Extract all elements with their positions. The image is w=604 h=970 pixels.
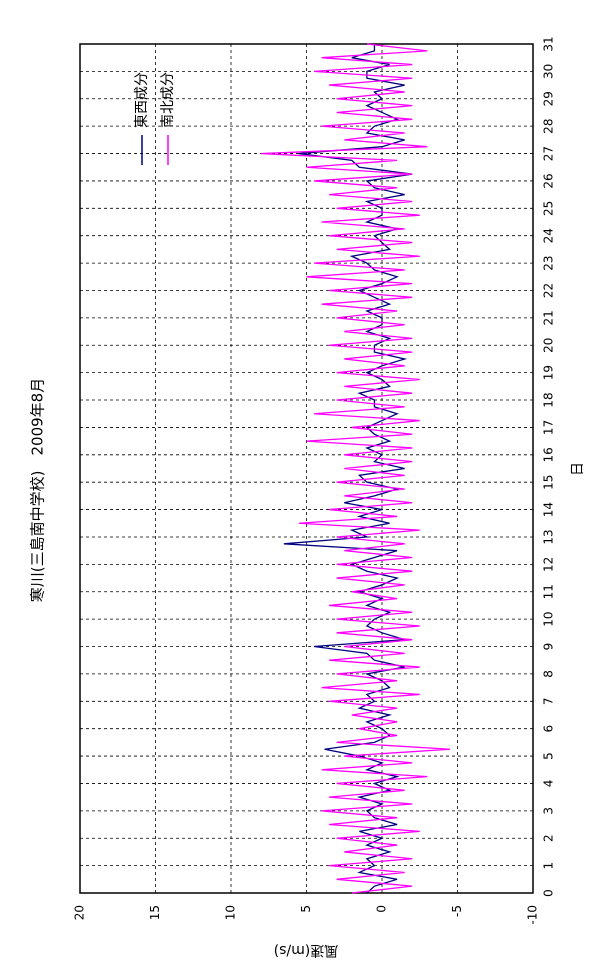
y-axis-label: 風速(m/s) [274,942,339,958]
x-axis-label: 日 [570,462,586,476]
y-tick-label: 5 [299,905,313,913]
x-tick-label: 7 [542,697,556,705]
x-tick-label: 19 [542,365,556,380]
x-tick-label: 9 [542,643,556,651]
x-tick-label: 15 [542,475,556,490]
x-tick-label: 21 [542,310,556,325]
x-tick-label: 4 [542,780,556,788]
x-tick-label: 1 [542,862,556,870]
x-tick-label: 8 [542,670,556,678]
x-tick-label: 18 [542,392,556,407]
x-tick-label: 13 [542,529,556,544]
y-tick-label: -10 [526,905,540,925]
legend-label: 南北成分 [160,72,176,128]
x-tick-label: 6 [542,725,556,733]
x-tick-label: 20 [542,338,556,353]
x-tick-label: 26 [542,173,556,188]
x-tick-label: 5 [542,752,556,760]
x-tick-label: 11 [542,584,556,599]
y-tick-label: 0 [375,905,389,913]
x-tick-label: 14 [542,502,556,517]
y-tick-label: 20 [73,905,87,920]
x-tick-label: 16 [542,447,556,462]
x-tick-label: 29 [542,91,556,106]
legend-label: 東西成分 [134,72,150,128]
x-tick-label: 10 [542,611,556,626]
x-tick-label: 25 [542,201,556,216]
x-tick-label: 27 [542,146,556,161]
x-tick-label: 12 [542,557,556,572]
x-tick-label: 2 [542,834,556,842]
y-tick-label: 10 [224,905,238,920]
x-tick-label: 0 [542,889,556,897]
chart-title: 寒川(三島南中学校) 2009年8月 [29,378,47,602]
x-tick-label: 30 [542,64,556,79]
x-tick-label: 22 [542,283,556,298]
y-tick-label: 15 [148,905,162,920]
x-tick-label: 31 [542,36,556,51]
x-tick-label: 3 [542,807,556,815]
x-tick-label: 24 [542,228,556,243]
y-tick-label: -5 [450,905,464,917]
x-tick-label: 17 [542,420,556,435]
x-tick-label: 28 [542,119,556,134]
x-tick-label: 23 [542,255,556,270]
series-line [261,43,450,894]
